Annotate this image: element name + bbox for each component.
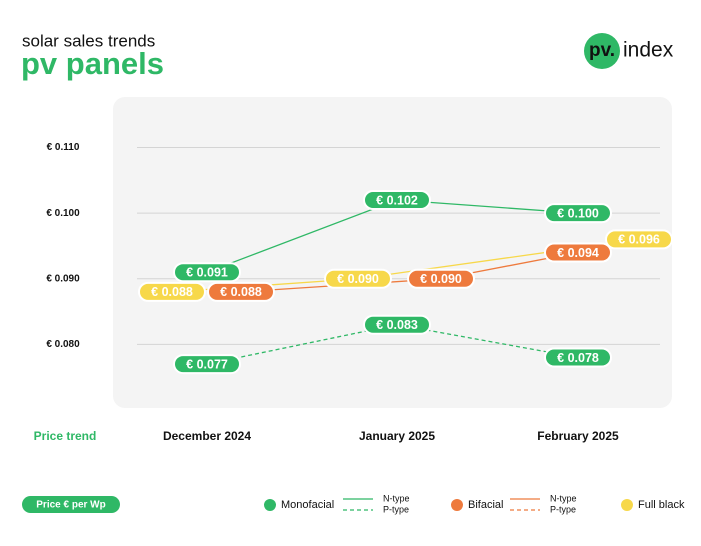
- value-pill: [544, 347, 612, 368]
- y-tick-label: € 0.090: [46, 273, 80, 284]
- legend-variant: P-type: [383, 504, 409, 514]
- legend-marker: [264, 499, 276, 511]
- value-label: € 0.090: [337, 272, 379, 286]
- value-label: € 0.091: [186, 265, 228, 279]
- value-pill: [544, 203, 612, 224]
- value-label: € 0.094: [557, 246, 599, 260]
- value-pill: [544, 242, 612, 263]
- legend-variant: N-type: [383, 493, 410, 503]
- legend-marker: [621, 499, 633, 511]
- value-pill: [207, 281, 275, 302]
- x-axis-label: Price trend: [34, 429, 97, 443]
- value-label: € 0.083: [376, 318, 418, 332]
- value-pill: [173, 354, 241, 375]
- legend-variant: P-type: [550, 504, 576, 514]
- title: pv panels: [21, 46, 164, 81]
- value-label: € 0.096: [618, 233, 660, 247]
- unit-pill: [22, 496, 120, 513]
- legend-label: Full black: [638, 499, 685, 511]
- y-tick-label: € 0.100: [46, 208, 80, 219]
- value-pill: [605, 229, 673, 250]
- value-pill: [173, 262, 241, 283]
- value-pill: [363, 190, 431, 210]
- plot-area: [113, 97, 672, 408]
- legend-label: Monofacial: [281, 499, 334, 511]
- value-label: € 0.100: [557, 206, 599, 220]
- x-tick-label: January 2025: [359, 429, 435, 443]
- value-label: € 0.078: [557, 351, 599, 365]
- value-label: € 0.088: [151, 285, 193, 299]
- logo-text: index: [623, 39, 674, 62]
- value-pill: [363, 314, 431, 335]
- value-label: € 0.090: [420, 272, 462, 286]
- value-label: € 0.102: [376, 193, 418, 207]
- y-tick-label: € 0.080: [46, 339, 80, 350]
- series-line: [206, 324, 579, 365]
- legend-label: Bifacial: [468, 499, 503, 511]
- y-tick-label: € 0.110: [47, 142, 80, 153]
- logo-circle: [584, 33, 620, 69]
- value-pill: [138, 281, 206, 302]
- x-tick-label: February 2025: [537, 429, 619, 443]
- value-label: € 0.077: [186, 357, 228, 371]
- x-tick-label: December 2024: [163, 429, 251, 443]
- legend-marker: [451, 499, 463, 511]
- value-pill: [324, 268, 392, 289]
- value-label: € 0.088: [220, 285, 262, 299]
- logo-mark: pv.: [589, 40, 615, 61]
- subtitle: solar sales trends: [22, 31, 155, 50]
- value-pill: [407, 268, 475, 289]
- legend-variant: N-type: [550, 493, 577, 503]
- y-axis-label: Price € per Wp: [36, 500, 105, 511]
